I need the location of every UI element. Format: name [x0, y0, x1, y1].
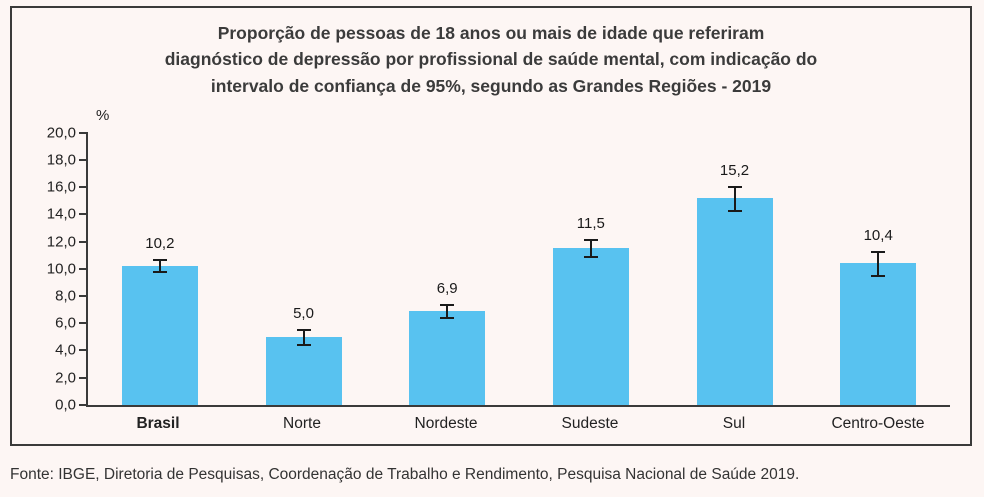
chart-title-line-3: intervalo de confiança de 95%, segundo a… — [210, 75, 772, 96]
y-tick-mark — [79, 131, 88, 134]
x-axis-label: Norte — [283, 414, 321, 432]
bar-column: 6,9 — [375, 133, 519, 405]
error-bar — [440, 304, 455, 320]
y-tick-label: 0,0 — [55, 396, 76, 414]
bar-column: 11,5 — [519, 133, 663, 405]
x-axis-label: Sudeste — [561, 414, 619, 432]
y-tick-label: 2,0 — [55, 369, 76, 387]
x-axis-label: Centro-Oeste — [831, 414, 925, 432]
bar — [265, 336, 342, 405]
chart-title-line-2: diagnóstico de depressão por profissiona… — [164, 49, 818, 70]
y-tick-label: 8,0 — [55, 287, 76, 305]
y-tick-label: 18,0 — [46, 151, 76, 169]
y-tick-label: 4,0 — [55, 341, 76, 359]
value-label: 6,9 — [436, 280, 458, 298]
y-axis-unit-label: % — [96, 106, 110, 124]
y-tick-mark — [79, 213, 88, 216]
y-tick-label: 16,0 — [46, 178, 76, 196]
y-tick-label: 10,0 — [46, 260, 76, 278]
y-tick-label: 12,0 — [46, 233, 76, 251]
bar — [840, 263, 917, 405]
value-label: 5,0 — [293, 304, 314, 322]
chart-title: Proporção de pessoas de 18 anos ou mais … — [60, 20, 922, 99]
plot-outer: % 10,2 5,0 6,9 11,5 15,2 10,4 0,0 2,0 4,0 6,0 8,0… — [47, 107, 950, 413]
bar-column: 10,2 — [88, 133, 232, 405]
y-tick-mark — [79, 349, 88, 352]
value-label: 10,4 — [863, 227, 893, 245]
value-label: 11,5 — [576, 214, 605, 232]
chart-title-line-1: Proporção de pessoas de 18 anos ou mais … — [217, 23, 765, 43]
y-tick-label: 14,0 — [46, 205, 76, 223]
source-note: Fonte: IBGE, Diretoria de Pesquisas, Coo… — [10, 466, 800, 483]
y-tick-mark — [79, 322, 88, 325]
chart-frame: Proporção de pessoas de 18 anos ou mais … — [10, 6, 972, 446]
error-bar — [152, 259, 167, 273]
x-axis-label: Sul — [722, 414, 746, 432]
plot-area: 10,2 5,0 6,9 11,5 15,2 10,4 0,0 2,0 4,0 6,0 8,0 10… — [47, 124, 950, 413]
y-tick-mark — [79, 403, 88, 406]
x-axis-label: Nordeste — [414, 414, 478, 432]
x-axis-label: Brasil — [136, 414, 180, 432]
y-tick-mark — [79, 158, 88, 161]
error-bar — [583, 238, 598, 258]
value-label: 10,2 — [145, 235, 175, 253]
error-bar — [871, 251, 886, 277]
error-bar — [727, 185, 742, 212]
bar-column: 5,0 — [232, 133, 376, 405]
y-tick-label: 6,0 — [55, 314, 76, 332]
value-label: 15,2 — [719, 161, 750, 179]
bars-container: 10,2 5,0 6,9 11,5 15,2 10,4 — [88, 133, 950, 405]
y-tick-label: 20,0 — [46, 124, 76, 142]
y-tick-mark — [79, 376, 88, 379]
y-tick-mark — [79, 186, 88, 189]
error-bar — [296, 328, 311, 347]
bar — [696, 198, 773, 405]
bar-column: 15,2 — [663, 133, 807, 405]
y-tick-mark — [79, 294, 88, 297]
bar-column: 10,4 — [806, 133, 950, 405]
bar — [121, 266, 198, 405]
x-axis-labels: Brasil Norte Nordeste Sudeste Sul Centro-Oest… — [86, 415, 950, 433]
y-tick-mark — [79, 240, 88, 243]
bar — [552, 248, 629, 405]
y-tick-mark — [79, 267, 88, 270]
bar — [409, 310, 486, 405]
